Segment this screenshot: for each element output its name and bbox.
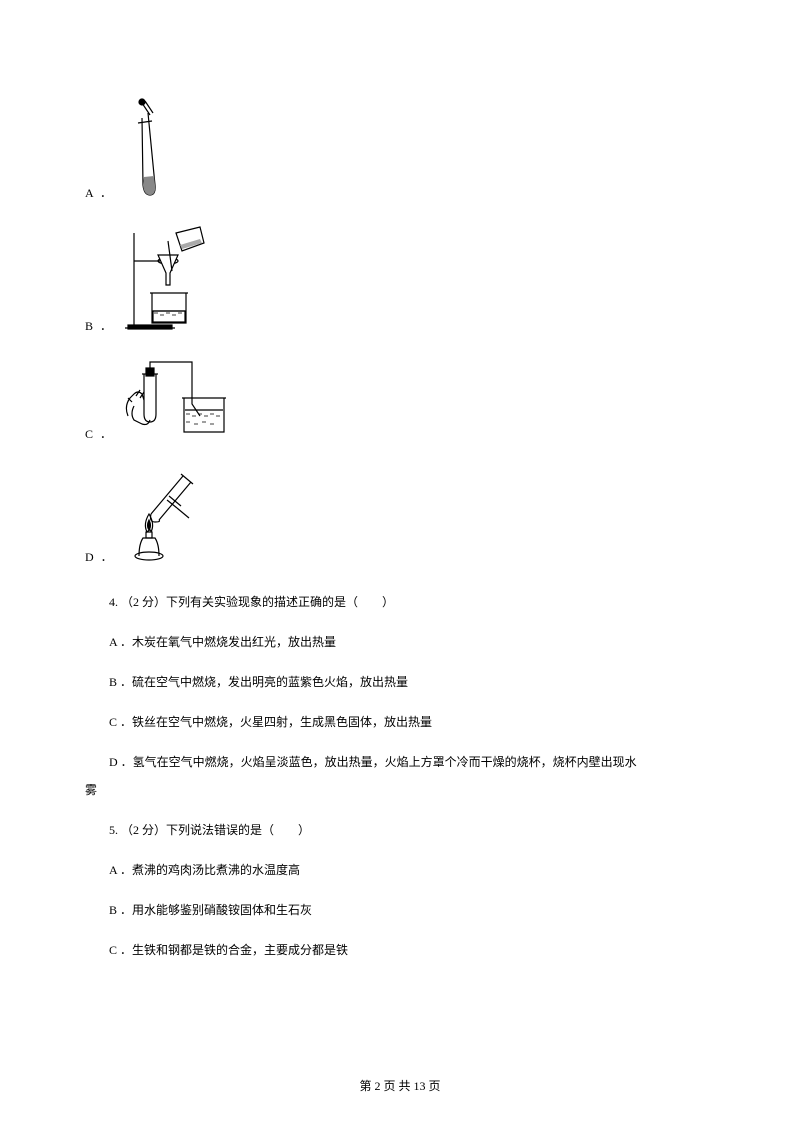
q5-option-a: A ．煮沸的鸡肉汤比煮沸的水温度高 [85, 861, 715, 879]
option-c-label: C ． [85, 425, 114, 446]
option-b-label: B ． [85, 317, 114, 338]
q4-option-b: B ．硫在空气中燃烧，发出明亮的蓝紫色火焰，放出热量 [85, 673, 715, 691]
q5-option-b: B ．用水能够鉴别硝酸铵固体和生石灰 [85, 901, 715, 919]
option-a-label: A ． [85, 184, 114, 205]
option-d-row: D ． [85, 464, 715, 569]
diagram-c [120, 356, 230, 446]
option-a-row: A ． [85, 95, 715, 205]
diagram-a [120, 95, 180, 205]
q4-stem: 4. （2 分）下列有关实验现象的描述正确的是（ ） [85, 593, 715, 611]
q4-option-c: C ．铁丝在空气中燃烧，火星四射，生成黑色固体，放出热量 [85, 713, 715, 731]
diagram-d [121, 464, 206, 569]
page-footer: 第 2 页 共 13 页 [0, 1077, 800, 1094]
q5-option-c: C ．生铁和钢都是铁的合金，主要成分都是铁 [85, 941, 715, 959]
option-c-row: C ． [85, 356, 715, 446]
option-b-row: B ． [85, 223, 715, 338]
diagram-b [120, 223, 220, 338]
option-d-label: D ． [85, 548, 115, 569]
q4-option-d-line1: D ．氢气在空气中燃烧，火焰呈淡蓝色，放出热量，火焰上方罩个冷而干燥的烧杯，烧杯… [85, 753, 715, 771]
q5-stem: 5. （2 分）下列说法错误的是（ ） [85, 821, 715, 839]
q4-option-a: A ．木炭在氧气中燃烧发出红光，放出热量 [85, 633, 715, 651]
q4-option-d-line2: 雾 [85, 781, 715, 799]
